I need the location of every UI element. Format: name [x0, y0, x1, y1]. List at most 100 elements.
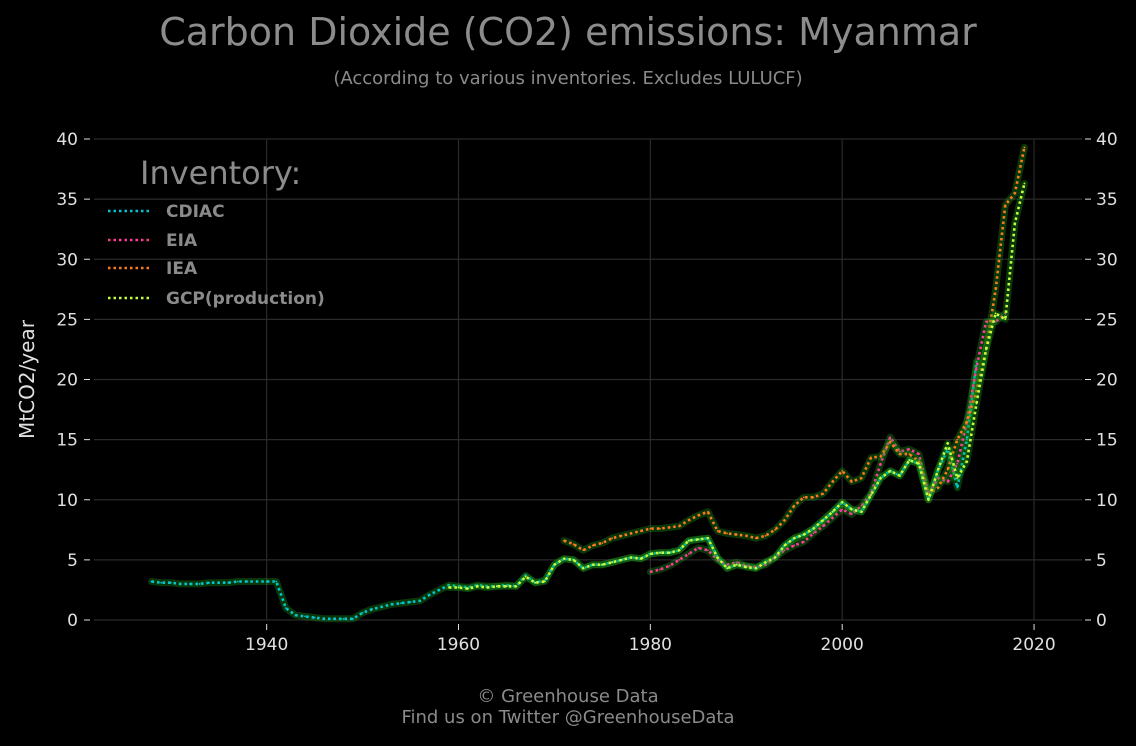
data-point-gcp [543, 580, 546, 583]
data-point-iea [659, 527, 661, 530]
series-glow-eia [646, 309, 1009, 576]
data-point-iea [937, 486, 940, 489]
data-point-cdiac [448, 584, 450, 587]
data-point-gcp [601, 563, 604, 566]
data-point-gcp [611, 561, 613, 564]
data-point-cdiac [227, 581, 230, 584]
data-point-gcp [898, 474, 901, 477]
data-point-iea [783, 519, 786, 522]
data-point-gcp [985, 348, 987, 351]
data-point-gcp [754, 567, 757, 570]
data-point-eia [707, 549, 709, 552]
data-point-gcp [850, 508, 853, 511]
data-point-gcp [687, 539, 690, 542]
y-tick-label-left: 25 [56, 310, 78, 330]
data-point-iea [754, 537, 757, 540]
data-point-eia [831, 516, 834, 519]
data-point-gcp [764, 561, 767, 564]
y-tick-label-left: 0 [67, 611, 78, 631]
data-point-cdiac [256, 580, 258, 583]
data-point-gcp [1013, 222, 1016, 225]
legend-label-cdiac: CDIAC [166, 202, 225, 222]
data-point-gcp [946, 442, 949, 445]
data-point-iea [620, 534, 623, 537]
data-point-gcp [860, 510, 863, 513]
data-point-iea [1004, 204, 1007, 207]
data-point-gcp [956, 477, 959, 480]
data-point-gcp [822, 519, 824, 522]
data-point-eia [726, 563, 728, 566]
data-point-iea [956, 438, 959, 441]
data-point-iea [774, 528, 776, 531]
legend-label-eia: EIA [166, 231, 198, 251]
data-point-gcp [467, 587, 469, 590]
legend-label-gcp: GCP(production) [166, 289, 325, 309]
data-point-gcp [678, 549, 681, 552]
data-point-gcp [812, 527, 815, 530]
y-tick-label-left: 5 [67, 551, 78, 571]
data-point-gcp [620, 558, 623, 561]
data-point-iea [831, 480, 834, 483]
data-point-gcp [486, 586, 489, 589]
data-point-iea [860, 477, 863, 480]
data-point-eia [812, 532, 815, 535]
data-point-gcp [553, 563, 556, 566]
data-point-iea [908, 453, 911, 455]
data-point-gcp [591, 563, 594, 566]
y-axis-label: MtCO2/year [15, 319, 39, 439]
data-point-cdiac [208, 581, 211, 584]
y-tick-label-left: 20 [56, 371, 78, 391]
data-point-gcp [802, 533, 805, 536]
data-point-iea [582, 549, 585, 552]
x-tick-label: 2000 [821, 635, 864, 655]
data-point-gcp [457, 586, 460, 589]
data-point-cdiac [956, 486, 959, 489]
data-point-gcp [793, 537, 796, 540]
data-point-gcp [927, 498, 930, 501]
series-line-eia [649, 312, 1007, 574]
data-point-iea [946, 468, 949, 471]
legend-label-iea: IEA [166, 259, 198, 279]
data-point-eia [793, 544, 796, 547]
data-point-gcp [994, 312, 997, 315]
data-point-iea [668, 526, 671, 529]
y-tick-label-right: 15 [1096, 431, 1118, 451]
data-point-eia [687, 552, 690, 555]
data-point-gcp [870, 494, 872, 496]
data-point-gcp [841, 501, 844, 504]
y-tick-label-left: 15 [56, 431, 78, 451]
data-point-cdiac [371, 608, 374, 611]
data-point-eia [841, 508, 844, 511]
data-point-eia [668, 564, 671, 567]
data-point-iea [591, 544, 594, 547]
data-point-gcp [505, 585, 508, 588]
data-point-gcp [582, 567, 585, 570]
data-point-gcp [515, 585, 517, 588]
data-point-eia [946, 480, 949, 483]
data-point-iea [889, 441, 892, 443]
data-point-gcp [937, 468, 940, 471]
data-point-cdiac [304, 615, 306, 618]
data-point-gcp [668, 551, 671, 554]
data-point-iea [850, 480, 853, 483]
data-point-cdiac [246, 580, 249, 583]
series-glow-gcp [445, 180, 1028, 593]
data-point-iea [630, 532, 633, 535]
data-point-eia [783, 549, 786, 552]
data-point-eia [937, 477, 940, 480]
data-point-cdiac [150, 580, 153, 583]
data-point-eia [898, 450, 901, 453]
y-tick-label-right: 10 [1096, 491, 1118, 511]
data-point-eia [678, 558, 681, 561]
data-point-gcp [630, 556, 633, 559]
data-point-eia [659, 568, 661, 571]
data-point-gcp [448, 586, 450, 589]
data-point-gcp [707, 537, 709, 540]
data-point-iea [965, 420, 968, 423]
data-point-gcp [649, 552, 652, 555]
data-point-gcp [572, 558, 575, 561]
data-point-iea [812, 496, 815, 499]
data-point-iea [764, 534, 767, 537]
data-point-iea [793, 504, 796, 507]
